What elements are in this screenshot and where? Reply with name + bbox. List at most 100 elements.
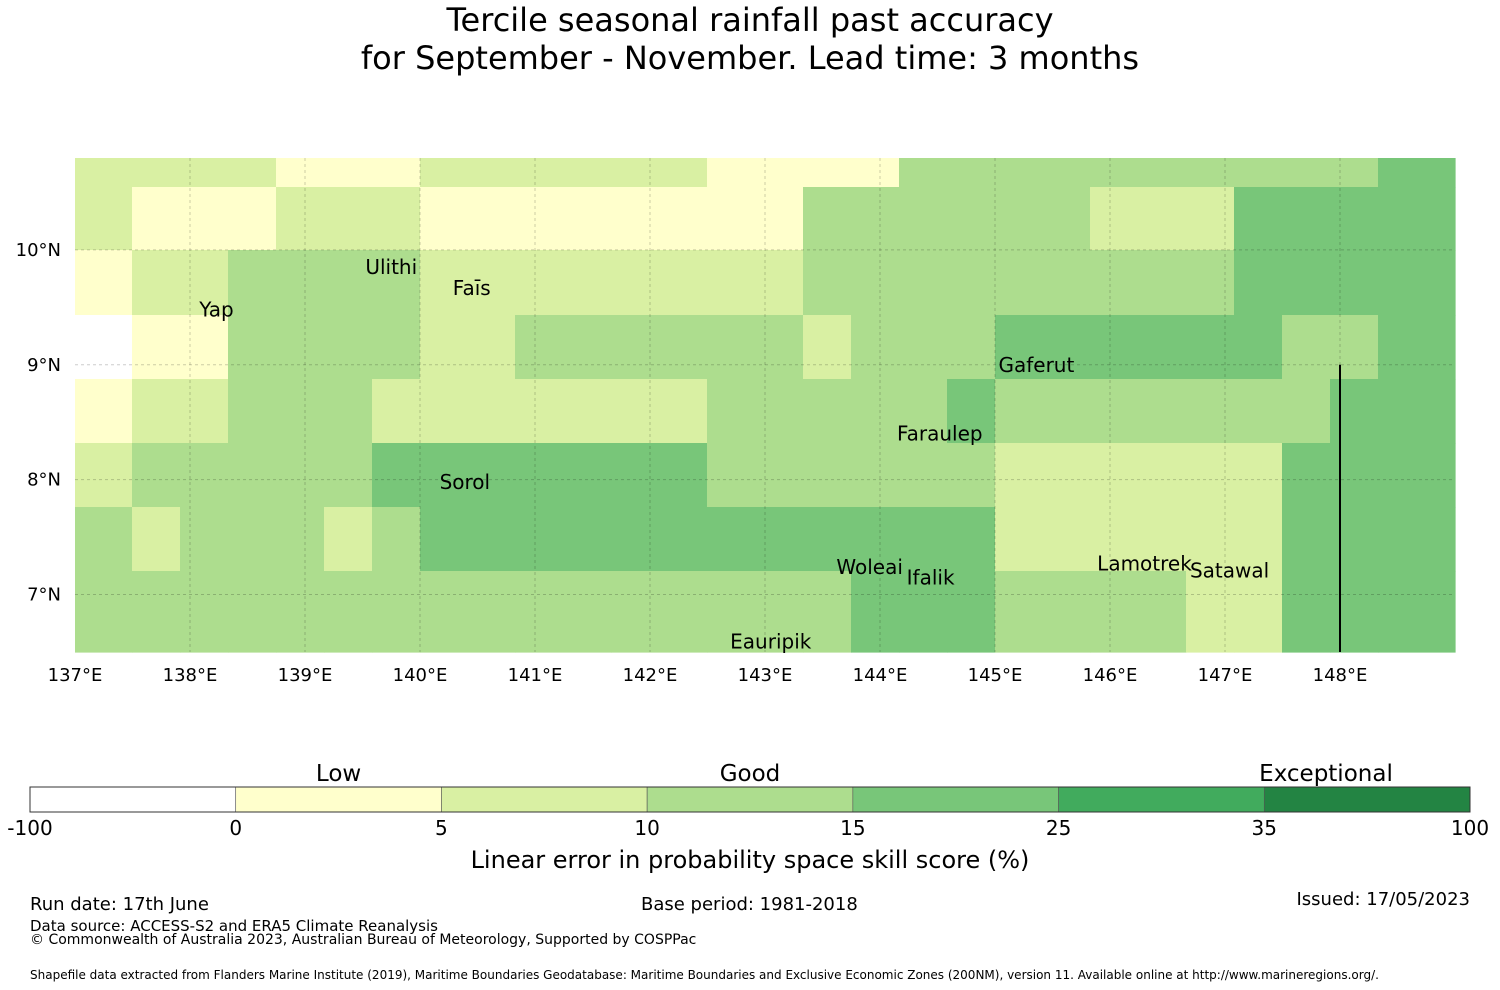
grid-cell (1330, 571, 1379, 653)
lon-tick-label: 139°E (278, 665, 333, 686)
base-period: Base period: 1981-2018 (641, 894, 858, 915)
grid-cell (1234, 571, 1283, 653)
grid-cell (276, 315, 325, 380)
grid-cell (420, 158, 516, 188)
lon-tick-label: 145°E (968, 665, 1023, 686)
skill-category-label: Good (720, 761, 781, 787)
grid-cell (1378, 250, 1456, 316)
grid-cell (1282, 443, 1331, 508)
lat-tick-label: 8°N (27, 470, 61, 491)
colorbar-tick-label: 25 (1046, 816, 1071, 840)
colorbar-tick-label: 5 (435, 816, 448, 840)
grid-cell (611, 187, 708, 251)
grid-cell (372, 443, 421, 508)
lon-tick-label: 137°E (48, 665, 103, 686)
grid-cell (1282, 571, 1331, 653)
grid-cell (707, 571, 804, 653)
grid-cell (228, 507, 277, 572)
grid-cell (803, 315, 852, 380)
colorbar-tick-label: -100 (7, 816, 52, 840)
lon-tick-label: 138°E (163, 665, 218, 686)
grid-cell (1330, 315, 1379, 380)
grid-cell (324, 315, 373, 380)
grid-cell (899, 315, 948, 380)
colorbar-label: Linear error in probability space skill … (471, 846, 1030, 874)
map-gridlines (75, 158, 1455, 652)
grid-cell (75, 507, 133, 572)
grid-cell (803, 187, 852, 251)
grid-cell (851, 187, 900, 251)
grid-cell (1378, 187, 1456, 251)
grid-cell (1378, 443, 1456, 508)
grid-cell (515, 379, 612, 444)
island-label: Satawal (1190, 558, 1269, 582)
grid-cell (324, 571, 373, 653)
island-label: Ulithi (365, 255, 417, 279)
grid-cell (420, 379, 516, 444)
grid-cell (372, 379, 421, 444)
shapefile-credit: Shapefile data extracted from Flanders M… (30, 968, 1379, 982)
lon-tick-label: 142°E (623, 665, 678, 686)
colorbar-segment (646, 786, 854, 813)
grid-cell (611, 507, 708, 572)
grid-cell (707, 315, 804, 380)
grid-cell (899, 158, 948, 188)
colorbar-segment (1263, 786, 1471, 813)
grid-cell (611, 443, 708, 508)
grid-cell (75, 250, 133, 316)
grid-cell (1090, 315, 1187, 380)
grid-cell (515, 250, 612, 316)
lat-tick-label: 7°N (27, 585, 61, 606)
grid-cell (1090, 571, 1187, 653)
grid-cell (707, 158, 804, 188)
colorbar-tick-label: 0 (229, 816, 242, 840)
grid-cell (1378, 507, 1456, 572)
grid-cell (180, 187, 229, 251)
grid-cell (803, 158, 852, 188)
grid-cell (1234, 158, 1283, 188)
grid-cell (995, 315, 1091, 380)
grid-cell (851, 507, 900, 572)
longitude-tick-labels: 137°E 138°E 139°E 140°E 141°E 142°E 143°E 144°E… (48, 665, 1368, 686)
latitude-tick-labels: 10°N 9°N 8°N 7°N (16, 240, 61, 606)
grid-cell (851, 443, 900, 508)
colorbar-segment (1058, 786, 1265, 813)
grid-cell (995, 571, 1091, 653)
island-labels: Ulithi Faīs Yap Gaferut Faraulep Sorol Woleai I… (198, 255, 1269, 654)
grid-cell (1186, 187, 1235, 251)
grid-cell (1282, 507, 1331, 572)
grid-cell (75, 158, 133, 188)
colorbar-frame (29, 786, 1471, 813)
grid-cell (180, 571, 229, 653)
grid-cell (228, 250, 277, 316)
island-label: Sorol (440, 470, 491, 494)
island-label: Gaferut (998, 353, 1074, 377)
grid-cell (899, 187, 948, 251)
data-source: Data source: ACCESS-S2 and ERA5 Climate … (30, 917, 438, 935)
grid-cell (372, 187, 421, 251)
lon-tick-label: 143°E (738, 665, 793, 686)
grid-cell (1090, 507, 1187, 572)
island-label: Yap (198, 298, 233, 322)
grid-cell (228, 158, 277, 188)
grid-cell (1378, 158, 1456, 188)
grid-cell (1330, 187, 1379, 251)
grid-cell (947, 158, 996, 188)
colorbar-tick-label: 100 (1451, 816, 1489, 840)
grid-cell (180, 443, 229, 508)
grid-cell (995, 379, 1091, 444)
grid-cell (276, 443, 325, 508)
grid-cell (947, 507, 996, 572)
grid-cell (420, 507, 516, 572)
grid-cell (372, 315, 421, 380)
grid-cell (180, 250, 229, 316)
grid-cell (1282, 158, 1331, 188)
grid-cell (899, 571, 948, 653)
grid-cell (228, 379, 277, 444)
grid-cell (132, 379, 181, 444)
island-label: Lamotrek (1097, 552, 1192, 576)
island-label: Faīs (453, 276, 491, 300)
grid-cell (132, 250, 181, 316)
chart-title-line-1: Tercile seasonal rainfall past accuracy (446, 1, 1054, 39)
grid-cell (899, 250, 948, 316)
